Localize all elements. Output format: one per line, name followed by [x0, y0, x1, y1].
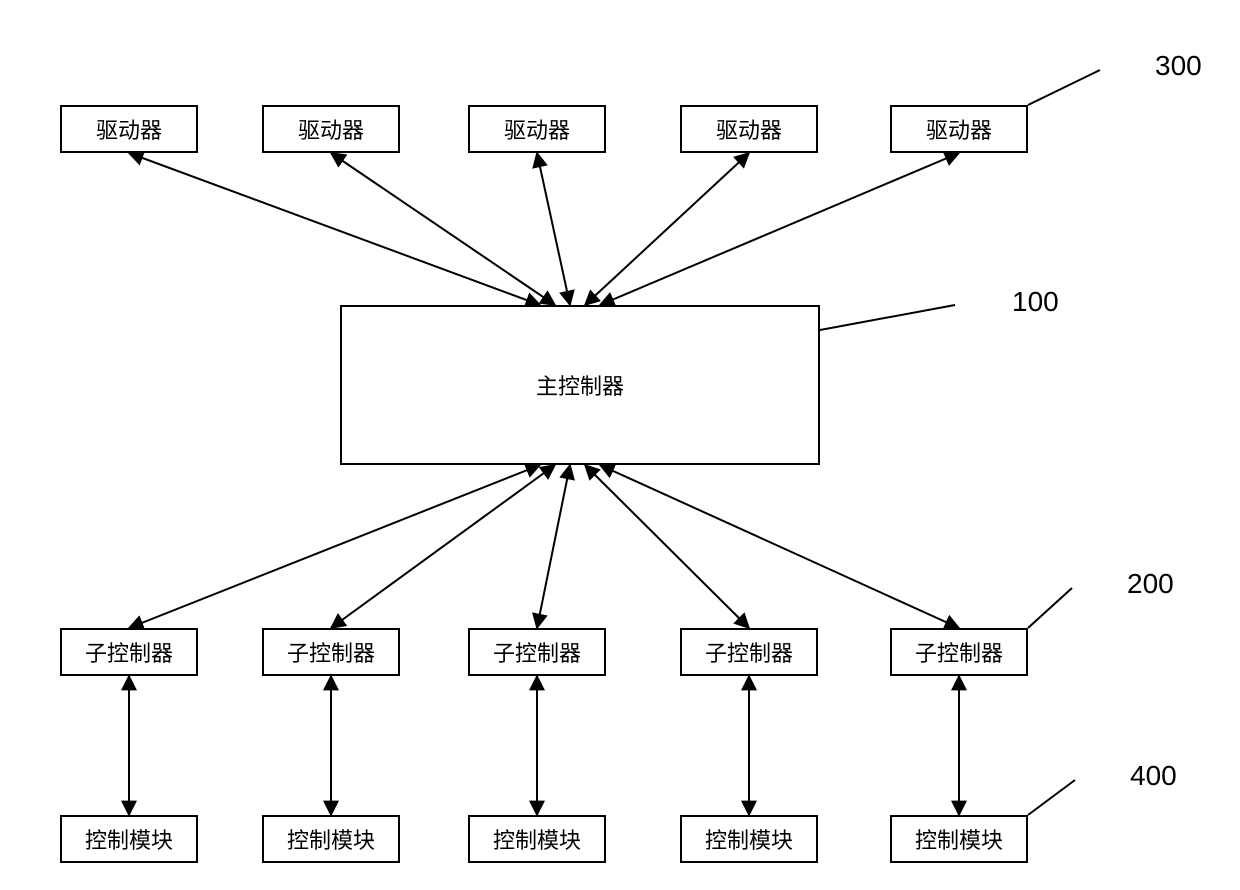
box-driver2: 驱动器 — [262, 105, 400, 153]
box-label-driver4: 驱动器 — [716, 113, 782, 145]
ref-label-ref200: 200 — [1127, 568, 1174, 600]
box-label-sub1: 子控制器 — [85, 636, 173, 668]
box-sub3: 子控制器 — [468, 628, 606, 676]
box-ctrl2: 控制模块 — [262, 815, 400, 863]
box-label-driver5: 驱动器 — [926, 113, 992, 145]
diagram-canvas: 驱动器 驱动器 驱动器 驱动器 驱动器主控制器子控制器 子控制器 子控制器 子控制器 子控制器控… — [0, 0, 1240, 890]
box-ctrl3: 控制模块 — [468, 815, 606, 863]
box-label-driver2: 驱动器 — [298, 113, 364, 145]
box-driver5: 驱动器 — [890, 105, 1028, 153]
box-driver4: 驱动器 — [680, 105, 818, 153]
box-label-ctrl3: 控制模块 — [493, 823, 581, 855]
box-label-main: 主控制器 — [536, 369, 624, 401]
box-label-driver3: 驱动器 — [504, 113, 570, 145]
box-ctrl5: 控制模块 — [890, 815, 1028, 863]
box-label-sub5: 子控制器 — [915, 636, 1003, 668]
box-label-ctrl4: 控制模块 — [705, 823, 793, 855]
box-label-ctrl2: 控制模块 — [287, 823, 375, 855]
box-ctrl4: 控制模块 — [680, 815, 818, 863]
box-label-sub4: 子控制器 — [705, 636, 793, 668]
box-label-ctrl1: 控制模块 — [85, 823, 173, 855]
box-sub5: 子控制器 — [890, 628, 1028, 676]
box-sub4: 子控制器 — [680, 628, 818, 676]
ref-label-ref300: 300 — [1155, 50, 1202, 82]
box-driver3: 驱动器 — [468, 105, 606, 153]
box-sub2: 子控制器 — [262, 628, 400, 676]
ref-label-ref100: 100 — [1012, 286, 1059, 318]
box-driver1: 驱动器 — [60, 105, 198, 153]
box-main: 主控制器 — [340, 305, 820, 465]
ref-label-ref400: 400 — [1130, 760, 1177, 792]
box-label-sub2: 子控制器 — [287, 636, 375, 668]
box-label-sub3: 子控制器 — [493, 636, 581, 668]
box-label-ctrl5: 控制模块 — [915, 823, 1003, 855]
box-sub1: 子控制器 — [60, 628, 198, 676]
box-ctrl1: 控制模块 — [60, 815, 198, 863]
box-label-driver1: 驱动器 — [96, 113, 162, 145]
